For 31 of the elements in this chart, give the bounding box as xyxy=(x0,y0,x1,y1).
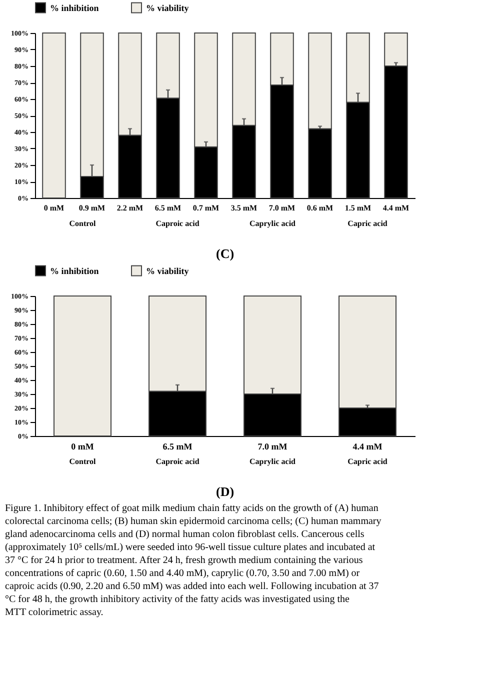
x-tick-label: 1.5 mM xyxy=(344,204,372,212)
x-tick-label: 0.9 mM xyxy=(78,204,106,212)
legend-label: % viability xyxy=(146,2,190,13)
x-tick-label: 0 mM xyxy=(71,442,94,452)
text: Figure 1. Inhibitory effect of goat milk medium chain fatty acids on the growth of (A) human colorectal carcinoma cells; (B) human skin epidermoid carcinoma cells; (C) human mammary gland adenocarcinoma cells and (D) normal human colon fibroblast cells. Cancerous cells (approximately 10⁵ cells/mL) were seeded into 96-well tissue culture plates and incubated at 37 °C for 24 h prior to treatment. After 24 h, fresh growth medium containing the various concentrations of capric (0.60, 1.50 and 4.40 mM), caprylic (0.70, 3.50 and 7.00 mM) or caproic acids (0.90, 2.20 and 6.50 mM) was added into each well. Following incubation at 37 °C for 48 h, the growth inhibitory activity of the fatty acids was investigated using the MTT colorimetric assay. xyxy=(5,503,382,618)
x-tick-label: 3.5 mM xyxy=(230,204,258,212)
text: Caprylic acid xyxy=(250,219,296,228)
text: Control xyxy=(69,457,97,466)
text: (C) xyxy=(216,246,234,261)
text: Capric acid xyxy=(348,219,388,228)
text: Control xyxy=(69,219,97,228)
text: (D) xyxy=(216,484,234,499)
bar xyxy=(42,32,66,198)
legend-label: % inhibition xyxy=(50,266,99,276)
text: Caproic acid xyxy=(156,219,200,228)
x-tick-label: 0 mM xyxy=(44,204,65,212)
x-tick-label: 7.0 mM xyxy=(258,442,288,452)
x-tick-label: 2.2 mM xyxy=(116,204,144,212)
bar xyxy=(54,296,112,436)
x-tick-label: 4.4 mM xyxy=(382,204,410,212)
x-tick-label: 6.5 mM xyxy=(154,204,182,212)
text: Capric acid xyxy=(348,457,388,466)
text: Caproic acid xyxy=(156,457,200,466)
x-tick-label: 6.5 mM xyxy=(162,442,193,452)
x-tick-label: 4.4 mM xyxy=(352,442,383,452)
text: Caprylic acid xyxy=(250,457,296,466)
x-tick-label: 0.7 mM xyxy=(192,204,220,212)
legend-label: % viability xyxy=(146,266,190,276)
x-tick-label: 7.0 mM xyxy=(268,204,296,212)
legend-label: % inhibition xyxy=(50,2,99,13)
x-tick-label: 0.6 mM xyxy=(306,204,334,212)
